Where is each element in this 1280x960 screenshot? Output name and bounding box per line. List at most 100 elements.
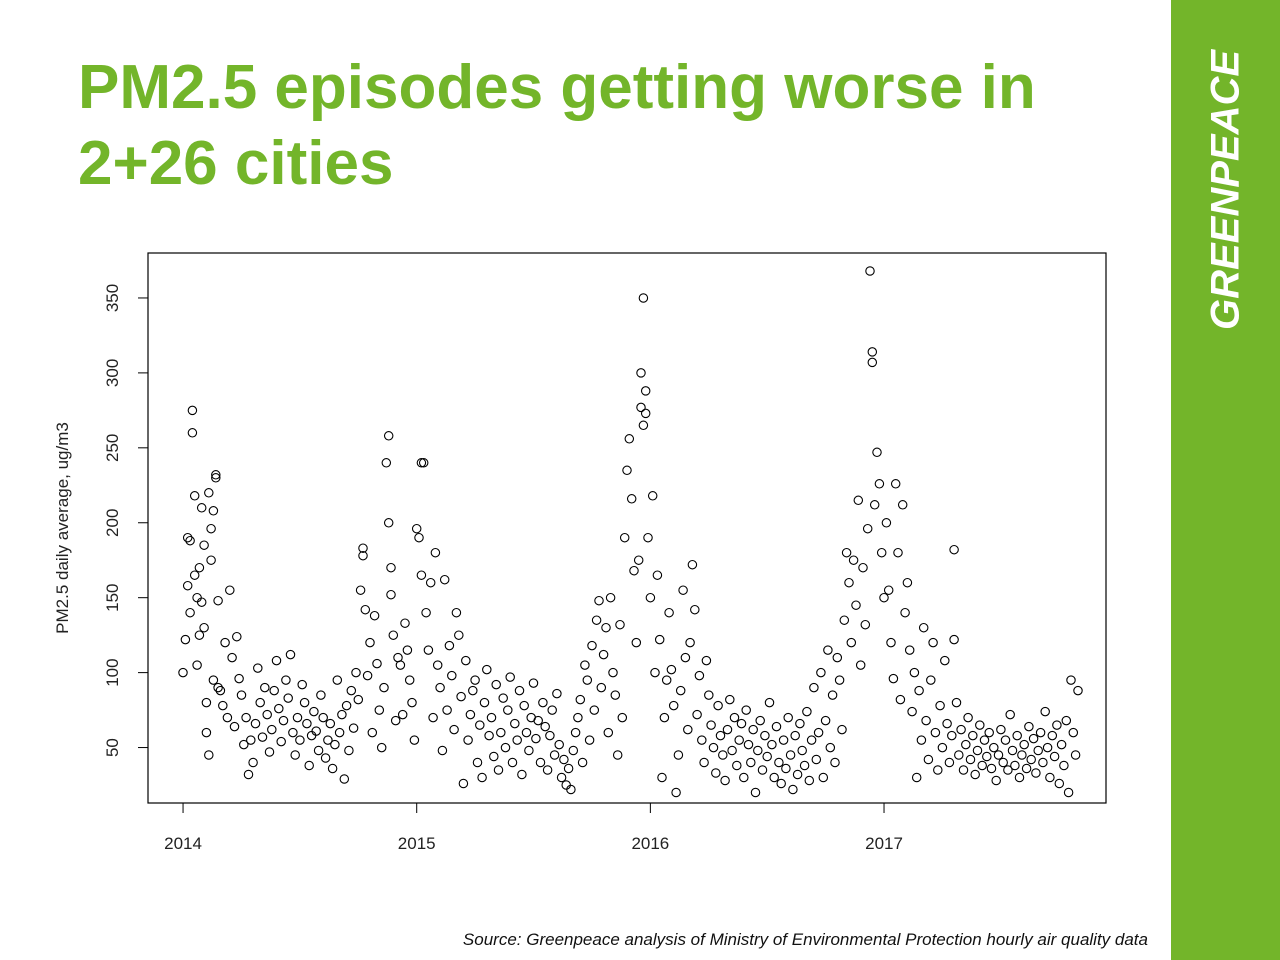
data-point — [456, 691, 466, 702]
data-point — [645, 592, 656, 603]
data-point — [311, 726, 321, 736]
data-point — [977, 760, 987, 771]
data-point — [355, 585, 366, 595]
data-point — [482, 664, 492, 675]
data-point — [690, 604, 700, 615]
data-point — [785, 750, 796, 760]
data-point — [890, 479, 901, 489]
data-point — [806, 735, 817, 745]
data-point — [942, 718, 952, 729]
data-point — [1010, 760, 1020, 771]
data-point — [1068, 727, 1079, 738]
data-point — [876, 547, 887, 558]
data-point — [650, 667, 660, 678]
data-point — [512, 735, 522, 745]
data-point — [362, 670, 373, 681]
data-point — [792, 769, 803, 780]
data-point — [935, 700, 945, 711]
data-point — [549, 750, 560, 760]
data-point — [841, 547, 852, 558]
data-point — [556, 772, 567, 783]
data-point — [510, 718, 520, 729]
data-point — [437, 745, 448, 756]
data-point — [582, 675, 593, 685]
data-point — [302, 718, 312, 729]
data-point — [711, 768, 721, 778]
data-point — [617, 712, 628, 723]
data-point — [267, 724, 277, 735]
data-point — [285, 649, 296, 660]
data-point — [918, 622, 929, 633]
data-point — [673, 750, 684, 760]
data-point — [1049, 751, 1060, 762]
data-point — [477, 772, 487, 783]
data-point — [799, 760, 810, 771]
x-tick-label: 2016 — [631, 834, 669, 853]
data-point — [624, 434, 635, 444]
greenpeace-logo: GREENPEACE — [1203, 49, 1248, 331]
data-point — [664, 607, 674, 618]
data-point — [722, 724, 733, 735]
data-point — [638, 293, 649, 303]
data-point — [813, 727, 824, 738]
data-point — [715, 730, 726, 741]
data-point — [325, 718, 336, 729]
data-point — [778, 735, 789, 745]
data-point — [213, 595, 223, 606]
data-point — [411, 523, 422, 534]
data-point — [299, 697, 310, 708]
data-point — [528, 678, 539, 688]
data-point — [369, 610, 380, 621]
y-tick-label: 300 — [103, 359, 122, 387]
data-point — [718, 750, 728, 760]
data-point — [465, 709, 476, 720]
data-point — [479, 697, 490, 708]
data-point — [729, 712, 740, 723]
data-point — [657, 772, 667, 783]
data-point — [278, 715, 289, 726]
data-point — [339, 774, 350, 784]
data-point — [797, 745, 807, 756]
data-point — [365, 637, 375, 648]
data-point — [954, 750, 964, 760]
data-point — [559, 754, 569, 765]
data-point — [739, 772, 749, 783]
data-point — [211, 470, 221, 480]
data-point — [608, 667, 618, 678]
data-point — [591, 615, 602, 625]
data-point — [225, 585, 235, 595]
data-point — [687, 559, 698, 570]
data-point — [498, 693, 508, 703]
x-tick-label: 2017 — [865, 834, 903, 853]
data-point — [208, 675, 219, 685]
data-point — [442, 705, 452, 715]
source-caption: Source: Greenpeace analysis of Ministry … — [462, 930, 1148, 949]
data-point — [430, 547, 441, 558]
data-point — [725, 694, 735, 705]
data-point — [358, 543, 368, 553]
data-point — [846, 637, 857, 648]
data-point — [271, 655, 282, 666]
data-point — [416, 458, 427, 468]
data-point — [788, 784, 798, 795]
data-point — [587, 640, 597, 651]
data-point — [834, 675, 845, 685]
data-point — [290, 750, 300, 760]
data-point — [353, 694, 364, 705]
x-tick-label: 2014 — [164, 834, 202, 853]
data-point — [619, 532, 630, 543]
data-point — [818, 772, 829, 783]
data-point — [428, 712, 438, 723]
data-point — [848, 555, 859, 565]
data-point — [274, 703, 284, 714]
data-point — [862, 523, 873, 534]
data-point — [902, 577, 913, 588]
y-axis: 50 100 150 200 250 300 350 — [103, 284, 149, 757]
data-point — [647, 491, 658, 501]
data-point — [517, 769, 527, 780]
data-point — [708, 742, 719, 753]
data-point — [839, 615, 850, 625]
y-tick-label: 50 — [103, 738, 122, 757]
data-point — [851, 600, 861, 610]
data-point — [893, 547, 903, 558]
